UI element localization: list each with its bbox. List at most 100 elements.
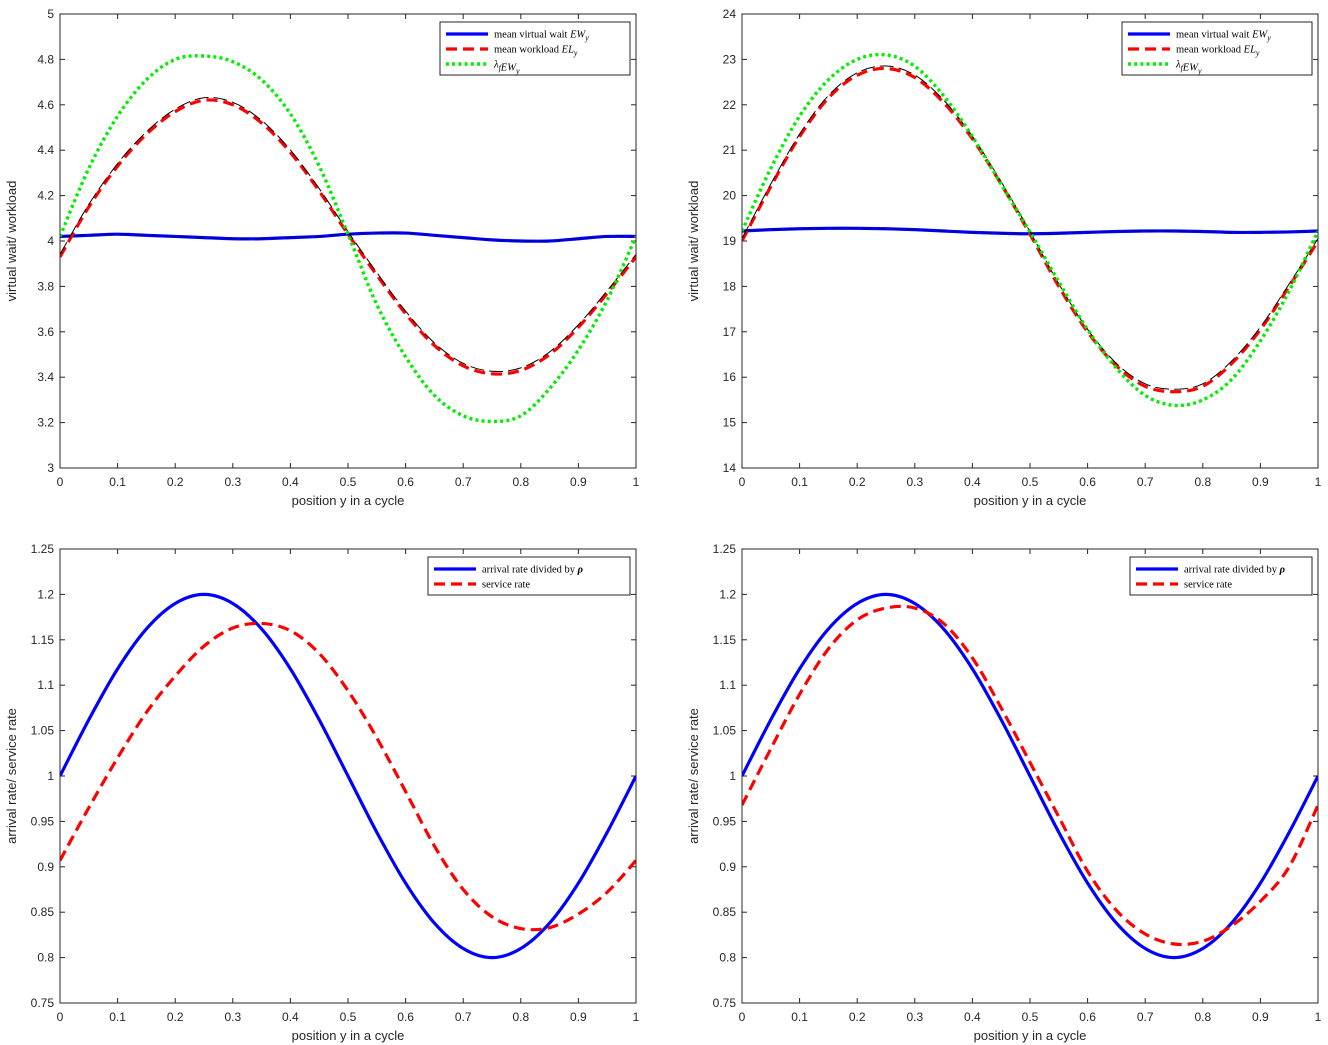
x-tick-label: 0 [57, 475, 64, 489]
x-tick-label: 0.8 [512, 475, 529, 489]
legend-math: EL [561, 45, 574, 56]
y-tick-label: 0.9 [37, 860, 54, 874]
x-tick-label: 0 [739, 475, 746, 489]
legend-box [427, 556, 631, 596]
y-tick-label: 1 [47, 769, 54, 783]
legend-math: EL [1243, 45, 1256, 56]
legend-entry-label: λfEWy [1175, 60, 1202, 76]
y-tick-label: 1 [729, 769, 736, 783]
series-line-2 [60, 621, 636, 932]
y-tick-label: 0.95 [713, 814, 737, 828]
x-tick-label: 0.7 [1137, 475, 1154, 489]
x-tick-label: 0.6 [1079, 1010, 1096, 1024]
x-tick-label: 0.1 [109, 475, 126, 489]
y-tick-label: 0.95 [31, 814, 55, 828]
y-tick-label: 0.8 [37, 951, 54, 965]
x-tick-label: 0.8 [512, 1010, 529, 1024]
series-overlay-line [60, 232, 636, 242]
y-tick-label: 19 [723, 234, 737, 248]
chart-1: 0 0.1 0.2 0.3 0.4 0.5 0.6 0.7 0.8 0.9 1 3 3.2 3.4 3.6 3… [4, 7, 640, 508]
legend-text: service rate [482, 580, 530, 591]
x-tick-label: 0.6 [397, 1010, 414, 1024]
x-tick-label: 0.3 [224, 475, 241, 489]
x-tick-label: 0.9 [570, 1010, 587, 1024]
y-tick-label: 4.8 [37, 52, 54, 66]
x-tick-label: 1 [1315, 475, 1322, 489]
x-tick-label: 0.8 [1194, 475, 1211, 489]
legend-math-bold: ρ [1279, 565, 1286, 576]
x-axis-label: position y in a cycle [292, 1028, 405, 1043]
legend-math: EW [1251, 30, 1268, 41]
legend-math: EW [500, 63, 517, 74]
legend-subscript: y [573, 49, 578, 58]
y-tick-label: 0.9 [719, 860, 736, 874]
legend-text: mean workload [1176, 45, 1244, 56]
legend-entry-label: mean workload ELy [494, 45, 578, 58]
plot-area [742, 14, 1318, 468]
series-line-2 [742, 604, 1318, 947]
legend-entry-label: λfEWy [493, 60, 520, 76]
y-tick-label: 4.2 [37, 189, 54, 203]
legend-math: λ [493, 60, 499, 71]
y-tick-label: 0.8 [719, 951, 736, 965]
x-tick-label: 0 [739, 1010, 746, 1024]
x-tick-label: 0.5 [340, 475, 357, 489]
x-tick-label: 0.5 [340, 1010, 357, 1024]
legend-entry-label: arrival rate divided by ρ [1184, 565, 1286, 576]
x-tick-label: 0.2 [167, 1010, 184, 1024]
y-tick-label: 0.75 [713, 996, 737, 1010]
y-tick-label: 15 [723, 416, 737, 430]
y-tick-label: 22 [723, 98, 737, 112]
legend-subscript: f [499, 64, 503, 73]
x-tick-label: 0.4 [964, 1010, 981, 1024]
legend-entry-label: service rate [482, 580, 530, 591]
y-tick-label: 3.2 [37, 416, 54, 430]
x-tick-label: 0.9 [1252, 1010, 1269, 1024]
y-tick-label: 1.2 [719, 587, 736, 601]
legend-text: mean virtual wait [494, 30, 570, 41]
axes-box [59, 548, 637, 1004]
y-tick-label: 1.1 [719, 678, 736, 692]
legend-math: EW [569, 30, 586, 41]
legend-text: arrival rate divided by [1184, 565, 1280, 576]
legend-subscript: y [1197, 67, 1202, 76]
legend-entry-label: service rate [1184, 580, 1232, 591]
series-line-1 [60, 592, 636, 960]
y-tick-label: 1.25 [31, 542, 55, 556]
y-tick-label: 1.1 [37, 678, 54, 692]
legend-subscript: y [1255, 49, 1260, 58]
x-tick-label: 0.2 [167, 475, 184, 489]
legend-entry-label: mean virtual wait EWy [1176, 30, 1271, 43]
y-tick-label: 1.25 [713, 542, 737, 556]
y-tick-label: 24 [723, 7, 737, 21]
x-axis-label: position y in a cycle [974, 493, 1087, 508]
legend-text: mean workload [494, 45, 562, 56]
y-axis-label: virtual wait/ workload [4, 181, 19, 302]
y-tick-label: 16 [723, 370, 737, 384]
x-tick-label: 1 [1315, 1010, 1322, 1024]
y-tick-label: 3.4 [37, 370, 54, 384]
x-axis-label: position y in a cycle [292, 493, 405, 508]
legend-subscript: f [1181, 64, 1185, 73]
y-tick-label: 17 [723, 325, 737, 339]
x-tick-label: 0.7 [455, 1010, 472, 1024]
y-tick-label: 5 [47, 7, 54, 21]
axes-box [59, 13, 637, 469]
series-line-3 [60, 54, 636, 424]
chart-3: 0 0.1 0.2 0.3 0.4 0.5 0.6 0.7 0.8 0.9 1 0.75 0.8 0.85… [4, 542, 640, 1043]
y-tick-label: 1.05 [713, 724, 737, 738]
legend-subscript: y [1266, 34, 1271, 43]
x-tick-label: 0.3 [224, 1010, 241, 1024]
x-tick-label: 0.8 [1194, 1010, 1211, 1024]
y-tick-label: 14 [723, 461, 737, 475]
y-tick-label: 4.6 [37, 98, 54, 112]
y-tick-label: 1.15 [31, 633, 55, 647]
legend: arrival rate divided by ρ service rate [1129, 556, 1313, 596]
legend: arrival rate divided by ρ service rate [427, 556, 631, 596]
y-tick-label: 0.75 [31, 996, 55, 1010]
x-axis-label: position y in a cycle [974, 1028, 1087, 1043]
x-tick-label: 0.9 [1252, 475, 1269, 489]
legend-subscript: y [515, 67, 520, 76]
